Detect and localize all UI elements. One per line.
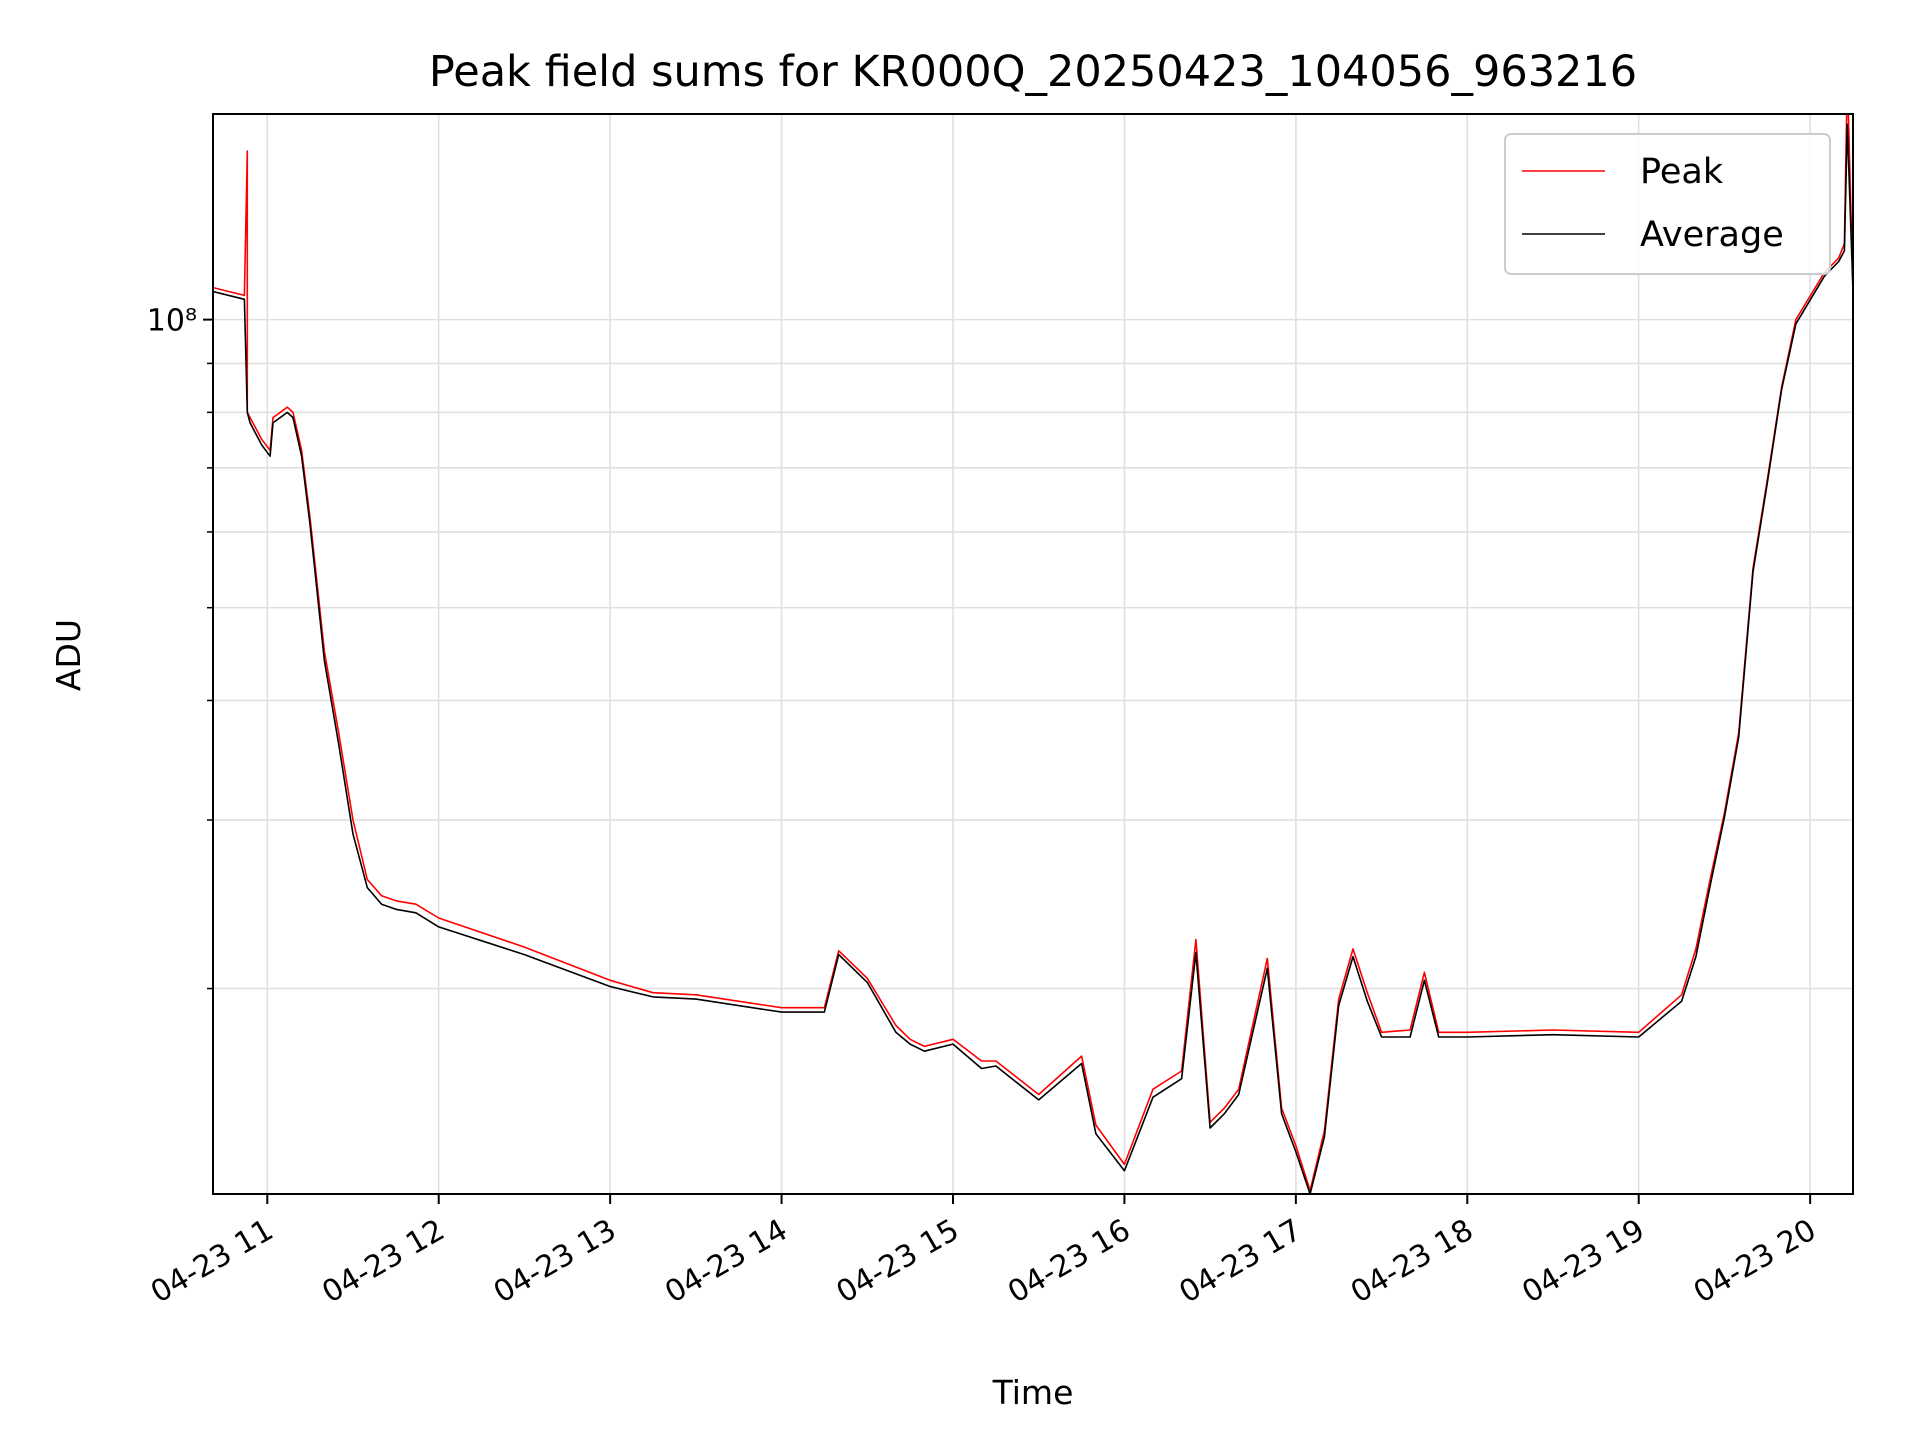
y-axis-title: ADU bbox=[49, 619, 88, 691]
legend-label-peak: Peak bbox=[1640, 152, 1724, 192]
grid-lines bbox=[213, 114, 1853, 1194]
y-axis-ticks: 10⁸ bbox=[147, 304, 213, 990]
legend: Peak Average bbox=[1504, 133, 1831, 275]
chart-title: Peak field sums for KR000Q_20250423_1040… bbox=[429, 47, 1637, 97]
y-tick-label: 10⁸ bbox=[147, 304, 197, 339]
legend-label-average: Average bbox=[1640, 215, 1784, 255]
x-axis-title: Time bbox=[992, 1373, 1074, 1412]
legend-box bbox=[1504, 133, 1831, 275]
series-line-average bbox=[213, 123, 1853, 1194]
plot-area bbox=[213, 114, 1853, 1194]
plot-frame bbox=[212, 113, 1854, 1195]
series-line-peak bbox=[213, 114, 1853, 1192]
